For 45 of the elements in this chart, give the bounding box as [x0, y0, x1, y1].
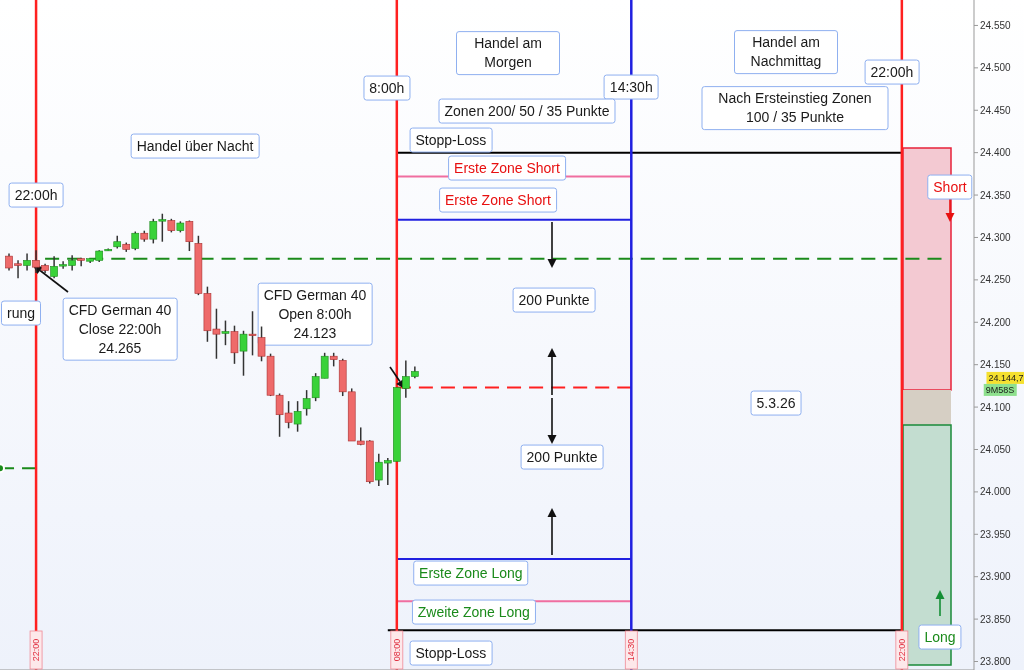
y-tick-label: 23.850: [980, 613, 1012, 625]
annotation: Stopp-Loss: [409, 127, 493, 153]
annotation: Stopp-Loss: [409, 640, 493, 666]
annotation: Zonen 200/ 50 / 35 Punkte: [438, 98, 616, 124]
x-tick-label: 22:00: [31, 638, 42, 662]
x-tick-label: 22:00: [896, 638, 907, 662]
annotation: Handel am Nachmittag: [734, 30, 838, 74]
y-tick-label: 24.050: [980, 444, 1012, 456]
annotation: Short: [927, 174, 973, 200]
y-tick-label: 24.450: [980, 104, 1012, 116]
annotation: Erste Zone Short: [439, 188, 557, 213]
y-tick-label: 24.000: [980, 486, 1012, 498]
y-tick-label: 23.900: [980, 571, 1012, 583]
annotation: 200 Punkte: [512, 287, 596, 313]
annotation: Handel am Morgen: [456, 31, 560, 75]
annotation: Zweite Zone Long: [411, 599, 536, 625]
ref-line-label: 22:00h: [8, 182, 64, 208]
y-tick-label: 24.500: [980, 62, 1012, 74]
y-tick-label: 23.950: [980, 528, 1012, 540]
annotation: Long: [918, 624, 962, 650]
annotation: Handel über Nacht: [130, 133, 260, 159]
y-tick-label: 24.350: [980, 189, 1012, 201]
annotation: 200 Punkte: [520, 444, 604, 470]
ref-line-label: 14:30h: [603, 74, 659, 100]
y-tick-label: 24.150: [980, 359, 1012, 371]
y-tick-label: 24.550: [980, 19, 1012, 31]
text: 24.144,7: [986, 371, 1024, 385]
annotation: rung: [1, 300, 42, 326]
annotation: 5.3.26: [750, 390, 802, 416]
x-tick-label: 08:00: [391, 638, 402, 662]
y-tick-label: 24.100: [980, 401, 1012, 413]
annotation: CFD German 40 Open 8:00h 24.123: [257, 282, 373, 346]
y-tick-label: 24.250: [980, 274, 1012, 286]
annotation: Erste Zone Short: [448, 155, 566, 181]
ref-line-label: 8:00h: [363, 75, 411, 101]
y-tick-label: 24.300: [980, 232, 1012, 244]
y-tick-label: 23.800: [980, 656, 1012, 668]
annotation: Erste Zone Long: [413, 560, 529, 586]
ref-line-label: 22:00h: [864, 59, 920, 85]
annotation: Nach Ersteinstieg Zonen 100 / 35 Punkte: [701, 86, 889, 130]
y-tick-label: 24.400: [980, 147, 1012, 159]
annotation: CFD German 40 Close 22:00h 24.265: [62, 297, 178, 361]
text: 9M58S: [983, 383, 1017, 397]
x-tick-label: 14:30: [626, 638, 637, 662]
y-tick-label: 24.200: [980, 316, 1012, 328]
